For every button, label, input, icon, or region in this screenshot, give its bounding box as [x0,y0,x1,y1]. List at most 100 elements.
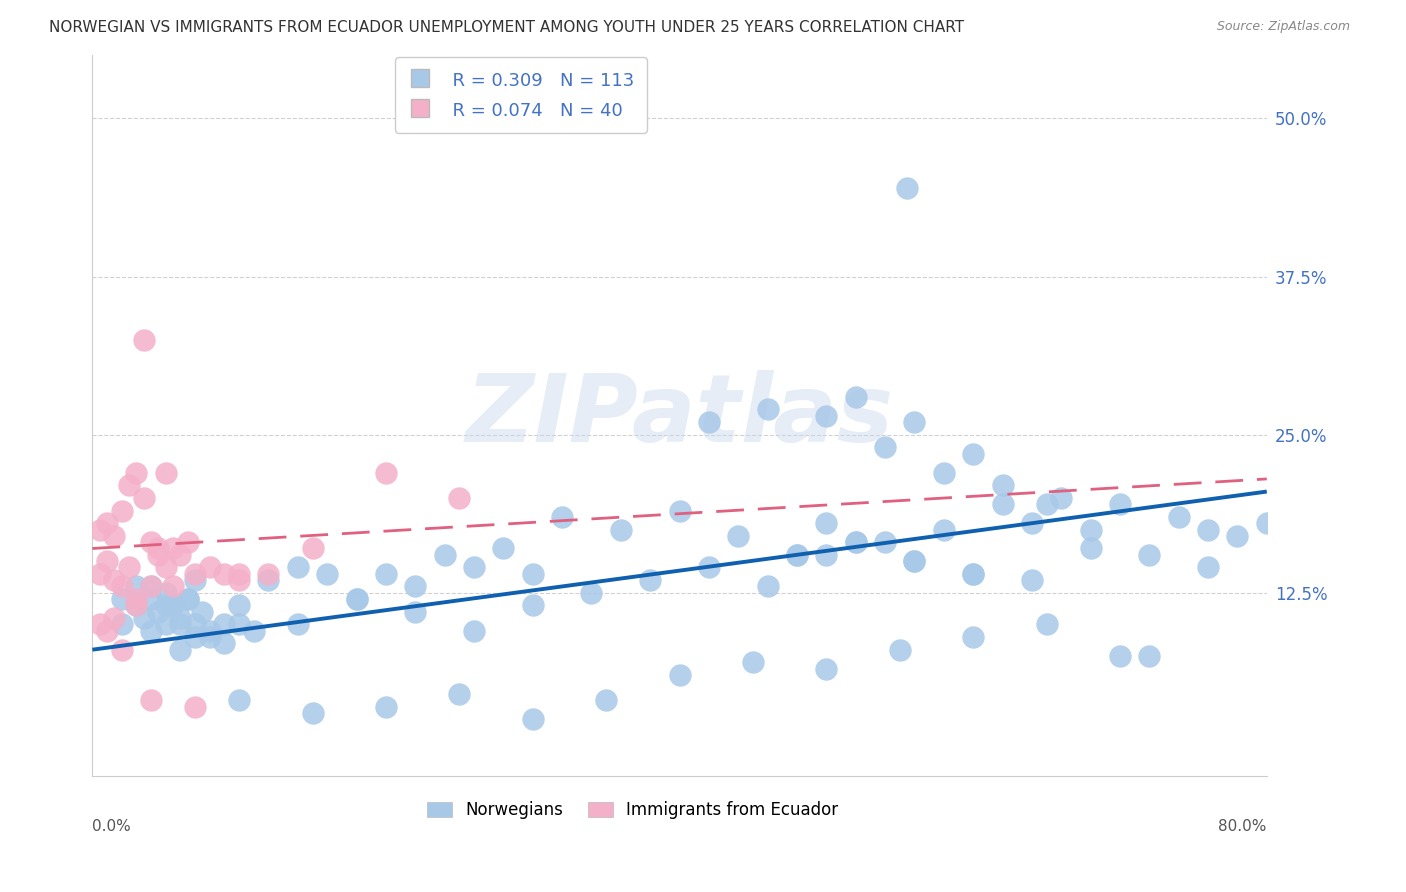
Point [169,611,191,625]
Point [155,560,177,574]
Point [198,624,221,638]
Point [177,592,200,607]
Point [1035,617,1057,632]
Point [184,699,207,714]
Point [243,624,266,638]
Point [89,523,111,537]
Point [301,541,323,556]
Point [991,478,1014,492]
Point [875,440,897,454]
Point [1256,516,1278,531]
Point [148,605,170,619]
Point [962,630,984,644]
Point [1080,523,1102,537]
Point [581,586,603,600]
Point [903,415,925,429]
Point [148,548,170,562]
Point [191,605,214,619]
Point [903,554,925,568]
Point [139,579,162,593]
Point [756,579,779,593]
Point [228,693,250,707]
Point [1137,548,1160,562]
Point [228,599,250,613]
Point [228,566,250,581]
Point [1035,497,1057,511]
Point [875,535,897,549]
Point [551,509,574,524]
Point [155,599,177,613]
Point [697,415,720,429]
Point [125,579,148,593]
Point [522,712,544,726]
Point [1137,648,1160,663]
Point [374,699,396,714]
Point [228,573,250,587]
Point [1197,523,1219,537]
Point [374,566,396,581]
Point [845,535,868,549]
Point [214,566,236,581]
Point [932,523,955,537]
Point [132,333,155,347]
Point [155,617,177,632]
Point [1109,497,1132,511]
Point [155,466,177,480]
Point [610,523,633,537]
Point [845,535,868,549]
Point [522,599,544,613]
Point [815,409,838,423]
Text: Source: ZipAtlas.com: Source: ZipAtlas.com [1216,20,1350,33]
Point [257,573,280,587]
Point [991,497,1014,511]
Point [139,592,162,607]
Point [1080,541,1102,556]
Point [786,548,808,562]
Point [889,642,911,657]
Point [177,592,200,607]
Point [184,617,207,632]
Point [287,560,309,574]
Point [595,693,617,707]
Point [96,624,118,638]
Point [162,579,184,593]
Point [404,579,426,593]
Point [742,656,765,670]
Point [815,516,838,531]
Point [449,491,471,505]
Point [962,447,984,461]
Point [169,548,191,562]
Point [125,599,148,613]
Point [89,617,111,632]
Point [111,617,134,632]
Point [162,599,184,613]
Point [1021,516,1043,531]
Point [214,636,236,650]
Point [125,599,148,613]
Text: ZIPatlas: ZIPatlas [465,369,894,462]
Point [125,592,148,607]
Point [228,617,250,632]
Point [301,706,323,720]
Point [463,560,485,574]
Point [1050,491,1073,505]
Point [139,624,162,638]
Text: 0.0%: 0.0% [93,820,131,834]
Point [786,548,808,562]
Point [198,560,221,574]
Legend: Norwegians, Immigrants from Ecuador: Norwegians, Immigrants from Ecuador [420,794,845,825]
Text: 80.0%: 80.0% [1219,820,1267,834]
Point [89,566,111,581]
Point [463,624,485,638]
Point [111,503,134,517]
Point [96,554,118,568]
Point [111,579,134,593]
Point [638,573,661,587]
Point [257,566,280,581]
Point [139,693,162,707]
Point [756,402,779,417]
Point [1109,648,1132,663]
Point [668,668,690,682]
Point [125,466,148,480]
Point [169,617,191,632]
